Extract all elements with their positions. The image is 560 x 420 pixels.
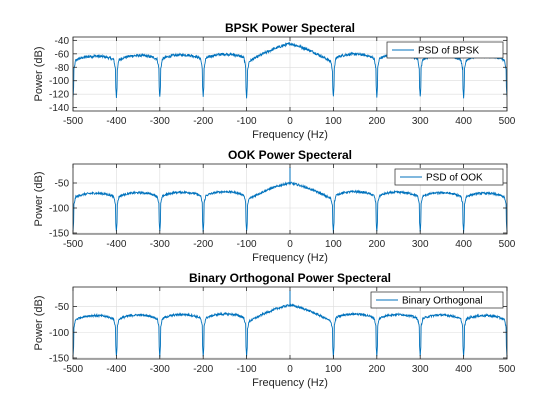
y-tick-label: -50 [55,302,70,313]
y-tick-label: -100 [49,76,69,87]
x-tick-label: -200 [193,239,213,250]
x-tick-label: 0 [287,116,293,127]
y-tick-label: -40 [55,36,70,47]
chart-title: Binary Orthogonal Power Specteral [189,271,391,285]
chart-title: OOK Power Specteral [228,148,352,162]
x-tick-label: 200 [368,364,385,375]
x-tick-label: -100 [237,239,257,250]
x-tick-label: -500 [63,239,83,250]
x-axis-label: Frequency (Hz) [252,377,328,389]
x-axis-label: Frequency (Hz) [252,129,328,141]
x-tick-label: 0 [287,364,293,375]
y-tick-label: -150 [49,353,69,364]
y-tick-label: -100 [49,204,69,215]
legend-box [370,291,504,309]
x-tick-label: 0 [287,239,293,250]
x-tick-label: -400 [106,116,126,127]
x-tick-label: 200 [368,116,385,127]
x-tick-label: -200 [193,364,213,375]
x-tick-label: 300 [412,239,429,250]
y-tick-label: -50 [55,179,70,190]
legend-box [386,41,504,59]
x-tick-label: 100 [325,239,342,250]
y-tick-label: -150 [49,229,69,240]
y-tick-label: -100 [49,328,69,339]
series-line [73,303,507,358]
x-tick-label: -500 [63,364,83,375]
y-axis-label: Power (dB) [33,295,45,350]
y-tick-label: -120 [49,90,69,101]
legend: PSD of BPSK [386,41,504,59]
x-tick-label: 400 [455,364,472,375]
legend-entry: PSD of OOK [426,173,483,184]
chart-1: -500 -400 -300 -200 -100 0 100 200 300 400 500 -140… [33,21,516,141]
chart-title: BPSK Power Specteral [225,21,355,35]
x-tick-label: -100 [237,364,257,375]
x-tick-label: -200 [193,116,213,127]
x-tick-label: 500 [499,364,516,375]
y-tick-label: -60 [55,49,70,60]
x-tick-label: -300 [150,239,170,250]
x-tick-label: 500 [499,239,516,250]
y-axis-label: Power (dB) [33,171,45,226]
chart-2: -500 -400 -300 -200 -100 0 100 200 300 400 500 -150… [33,148,516,264]
legend-entry: PSD of BPSK [418,46,479,57]
x-tick-label: -400 [106,364,126,375]
x-tick-label: 500 [499,116,516,127]
x-tick-label: 100 [325,364,342,375]
x-tick-label: -100 [237,116,257,127]
legend-entry: Binary Orthogonal [402,296,483,307]
y-axis-label: Power (dB) [33,46,45,101]
x-tick-label: 200 [368,239,385,250]
x-tick-label: 300 [412,364,429,375]
x-tick-label: -300 [150,116,170,127]
x-tick-label: -300 [150,364,170,375]
x-axis-label: Frequency (Hz) [252,252,328,264]
y-tick-label: -140 [49,103,69,114]
x-tick-label: 100 [325,116,342,127]
legend-box [394,168,504,186]
x-tick-label: 300 [412,116,429,127]
legend: Binary Orthogonal [370,291,504,309]
legend: PSD of OOK [394,168,504,186]
x-tick-label: 400 [455,239,472,250]
x-tick-label: 400 [455,116,472,127]
x-tick-label: -500 [63,116,83,127]
x-tick-label: -400 [106,239,126,250]
chart-3: -500 -400 -300 -200 -100 0 100 200 300 400 500 -150… [33,271,516,389]
y-tick-label: -80 [55,63,70,74]
